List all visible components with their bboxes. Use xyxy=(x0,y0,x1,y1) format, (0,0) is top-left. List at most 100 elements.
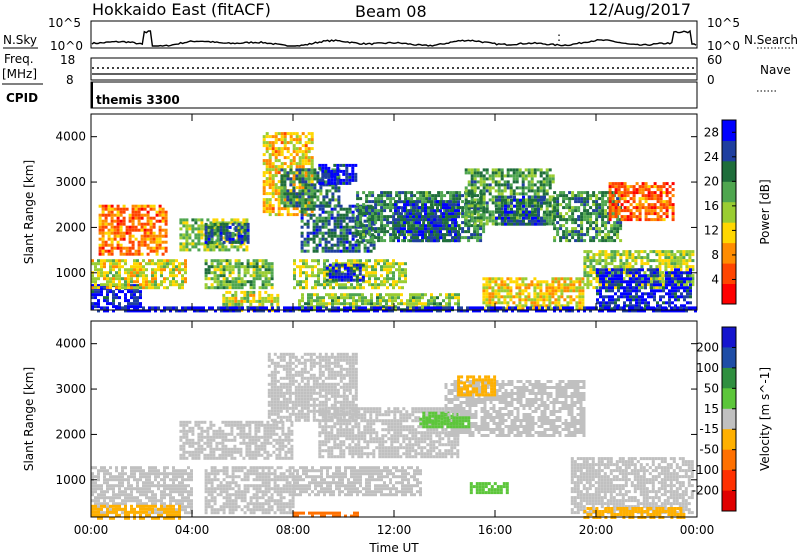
heatmap-cell xyxy=(295,177,299,181)
heatmap-cell xyxy=(301,156,305,160)
heatmap-cell xyxy=(194,218,198,222)
heatmap-cell xyxy=(300,216,304,220)
heatmap-cell xyxy=(461,236,465,240)
heatmap-cell xyxy=(482,230,486,234)
heatmap-cell xyxy=(100,293,103,297)
heatmap-cell xyxy=(274,213,278,217)
heatmap-cell xyxy=(280,132,284,136)
heatmap-cell xyxy=(583,191,587,195)
heatmap-cell xyxy=(354,178,358,182)
heatmap-cell xyxy=(658,277,662,281)
heatmap-cell xyxy=(118,280,121,284)
heatmap-cell xyxy=(310,198,314,202)
heatmap-cell xyxy=(336,243,340,247)
heatmap-cell xyxy=(392,277,395,281)
heatmap-cell xyxy=(494,280,498,284)
heatmap-cell xyxy=(216,265,220,269)
heatmap-cell xyxy=(442,206,445,210)
heatmap-cell xyxy=(398,280,401,284)
heatmap-cell xyxy=(454,302,457,306)
heatmap-cell xyxy=(312,237,316,241)
heatmap-cell xyxy=(149,246,153,250)
heatmap-cell xyxy=(342,249,346,253)
heatmap-cell xyxy=(491,186,495,190)
heatmap-cell xyxy=(345,234,349,238)
heatmap-cell xyxy=(494,292,498,296)
heatmap-cell xyxy=(283,195,287,199)
heatmap-cell xyxy=(470,204,474,208)
heatmap-cell xyxy=(134,252,138,256)
heatmap-cell xyxy=(323,280,326,284)
heatmap-cell xyxy=(298,183,302,187)
heatmap-cell xyxy=(361,299,364,303)
heatmap-cell xyxy=(389,283,392,287)
heatmap-cell xyxy=(679,256,683,260)
heatmap-cell xyxy=(658,262,662,266)
heatmap-cell xyxy=(635,295,638,299)
heatmap-cell xyxy=(389,262,392,266)
heatmap-cell xyxy=(103,296,106,300)
heatmap-cell xyxy=(430,206,433,210)
heatmap-cell xyxy=(522,222,525,226)
heatmap-cell xyxy=(161,234,165,238)
heatmap-cell xyxy=(410,206,414,210)
heatmap-cell xyxy=(691,280,695,284)
heatmap-cell xyxy=(262,183,266,187)
heatmap-cell xyxy=(164,234,168,238)
heatmap-cell xyxy=(530,180,534,184)
heatmap-cell xyxy=(436,296,439,300)
heatmap-cell xyxy=(392,286,395,290)
heatmap-cell xyxy=(319,201,323,205)
nave-tick-top: 60 xyxy=(707,53,722,67)
heatmap-cell xyxy=(592,236,596,240)
heatmap-cell xyxy=(222,265,226,269)
heatmap-cell xyxy=(298,204,302,208)
heatmap-cell xyxy=(255,271,259,275)
heatmap-cell xyxy=(638,271,641,275)
heatmap-cell xyxy=(252,280,256,284)
heatmap-cell xyxy=(298,168,302,172)
heatmap-cell xyxy=(286,141,290,145)
heatmap-cell xyxy=(264,268,268,272)
heatmap-cell xyxy=(374,221,378,225)
heatmap-cell xyxy=(218,242,222,246)
heatmap-cell xyxy=(365,265,368,269)
heatmap-cell xyxy=(118,274,121,278)
heatmap-cell xyxy=(457,224,460,228)
heatmap-cell xyxy=(307,141,311,145)
heatmap-cell xyxy=(363,249,367,253)
heatmap-cell xyxy=(355,302,358,306)
heatmap-cell xyxy=(512,174,516,178)
heatmap-cell xyxy=(437,194,441,198)
heatmap-cell xyxy=(452,230,456,234)
heatmap-cell xyxy=(509,186,513,190)
heatmap-cell xyxy=(234,296,238,300)
heatmap-cell xyxy=(321,237,325,241)
heatmap-cell xyxy=(98,237,102,241)
heatmap-cell xyxy=(221,245,225,249)
heatmap-cell xyxy=(130,268,133,272)
heatmap-cell xyxy=(270,268,274,272)
heatmap-cell xyxy=(261,265,265,269)
heatmap-cell xyxy=(670,265,674,269)
heatmap-cell xyxy=(467,189,471,193)
heatmap-cell xyxy=(97,284,100,288)
heatmap-cell xyxy=(530,201,534,205)
heatmap-cell xyxy=(454,233,457,237)
heatmap-cell xyxy=(306,240,310,244)
heatmap-cell xyxy=(533,171,537,175)
heatmap-cell xyxy=(574,227,578,231)
heatmap-cell xyxy=(656,301,659,305)
heatmap-cell xyxy=(533,168,537,172)
heatmap-cell xyxy=(553,197,557,201)
heatmap-cell xyxy=(625,256,629,260)
heatmap-cell xyxy=(689,268,692,272)
heatmap-cell xyxy=(252,286,256,290)
heatmap-cell xyxy=(91,302,94,306)
heatmap-cell xyxy=(154,271,157,275)
heatmap-cell xyxy=(479,236,483,240)
heatmap-cell xyxy=(352,305,355,309)
heatmap-cell xyxy=(119,234,123,238)
heatmap-cell xyxy=(422,194,426,198)
heatmap-cell xyxy=(498,210,501,214)
